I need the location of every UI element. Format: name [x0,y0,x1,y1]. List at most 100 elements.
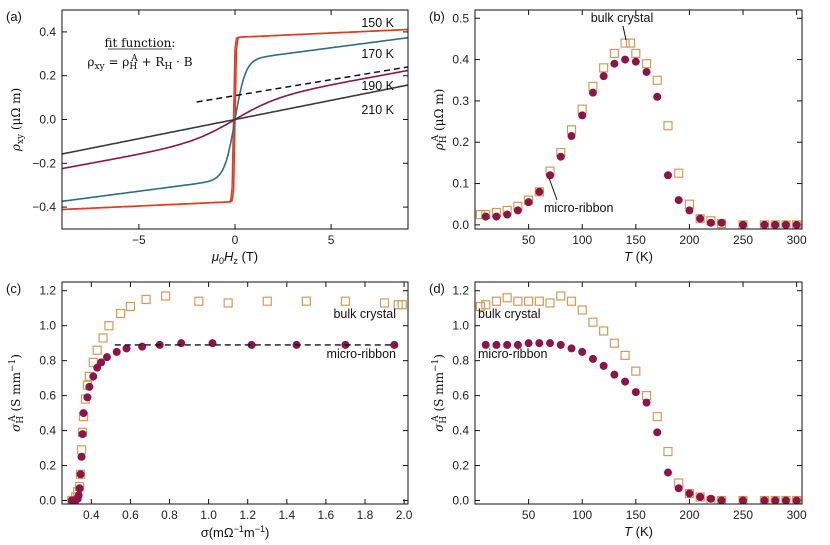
data-point [247,340,256,349]
series-line-hysteresis [62,28,408,211]
annotation-bulk: bulk crystal [333,307,396,321]
data-point [771,496,780,504]
data-point [653,92,662,101]
x-tick-label: 1.2 [239,508,256,522]
data-point [492,340,501,349]
data-point [503,340,512,349]
x-axis-label: T (K) [624,524,653,539]
data-point [535,187,544,196]
data-point [588,88,597,97]
data-point [567,344,576,353]
data-point [696,214,705,223]
annotation-pointer [622,25,627,41]
data-point [792,220,801,229]
data-point [739,220,748,229]
data-point [141,294,151,305]
data-point [663,468,672,477]
y-tick-label: 0.6 [452,389,469,403]
data-point [85,382,94,391]
series-label: 210 K [361,103,394,117]
data-point [685,489,694,498]
x-tick-label: 0.6 [122,508,139,522]
data-point [621,377,630,386]
data-point [546,171,555,180]
data-point [390,340,399,349]
data-point [77,452,86,461]
data-point [97,358,106,367]
data-point [262,296,272,306]
data-point [481,340,490,349]
data-point [610,370,619,379]
data-point [535,339,544,348]
data-point [76,445,87,455]
y-tick-label: 0.4 [39,25,56,39]
panel-label: (c) [6,281,21,296]
panel-label: (a) [6,9,22,24]
data-point [599,326,609,336]
data-point [492,212,501,221]
x-tick-label: 1.4 [278,508,295,522]
y-tick-label: 0.6 [39,389,56,403]
data-point [609,48,619,58]
data-point [631,57,640,66]
data-point [631,48,641,58]
data-point [706,218,715,227]
data-point [642,398,651,407]
data-point [79,409,88,418]
y-tick-label: 0.5 [452,11,469,25]
y-tick-label: 1.2 [39,284,56,298]
x-tick-label: 0.8 [161,508,178,522]
data-point [138,342,147,351]
x-tick-label: 300 [787,233,807,247]
data-point [397,300,407,310]
panel-d: (d) 50 100 150 200 250 300 0.0 0.2 0.4 0.6 0.8 1.0 1.… [429,281,807,539]
data-point [663,171,672,180]
y-tick-label: 1.2 [452,284,469,298]
data-point [599,63,609,73]
x-tick-label: 250 [733,233,753,247]
data-point [74,491,83,500]
x-tick-label: 0 [232,233,239,247]
data-point [641,391,652,401]
fit-formula: ρxy = ρHA + RH · B [87,54,192,72]
y-axis-label: σHA (S mm−1) [431,354,449,432]
x-tick-label: 200 [679,508,699,522]
y-tick-label: −0.4 [32,200,56,214]
data-point [717,496,726,504]
panel-label: (d) [429,281,445,296]
data-point [340,296,351,306]
data-point [588,354,597,363]
y-tick-label: 0.2 [452,135,469,149]
data-point [578,347,587,356]
panel-a: (a) −5 0 5 −0.4 −0.2 0.0 0.2 0.4 150 K 170 K 190 K 2… [6,9,409,266]
fit-title: fit function: [105,36,176,50]
plot-area [62,28,408,211]
axes-frame [474,281,803,505]
data-point [524,296,534,306]
y-tick-label: −0.2 [32,156,56,170]
data-point [631,366,641,376]
data-point [588,317,598,327]
data-point [301,296,311,306]
data-point [760,496,769,504]
x-tick-label: 300 [787,508,807,522]
data-point [481,212,490,221]
x-tick-label: 100 [572,508,592,522]
axes-frame [61,9,409,230]
data-point [620,38,630,48]
data-point [89,372,98,381]
y-tick-label: 0.3 [452,94,469,108]
data-point [652,75,662,85]
data-point [475,301,485,312]
data-point [739,496,748,504]
data-point [534,296,544,306]
plot-area [475,38,802,229]
data-point [631,388,640,397]
data-point [76,470,85,479]
data-point [112,347,121,356]
y-tick-label: 0.4 [39,424,56,438]
data-point [491,296,502,306]
y-axis-label: ρxy (μΩ m) [9,88,26,152]
x-tick-label: 150 [626,508,646,522]
data-point [75,484,84,493]
